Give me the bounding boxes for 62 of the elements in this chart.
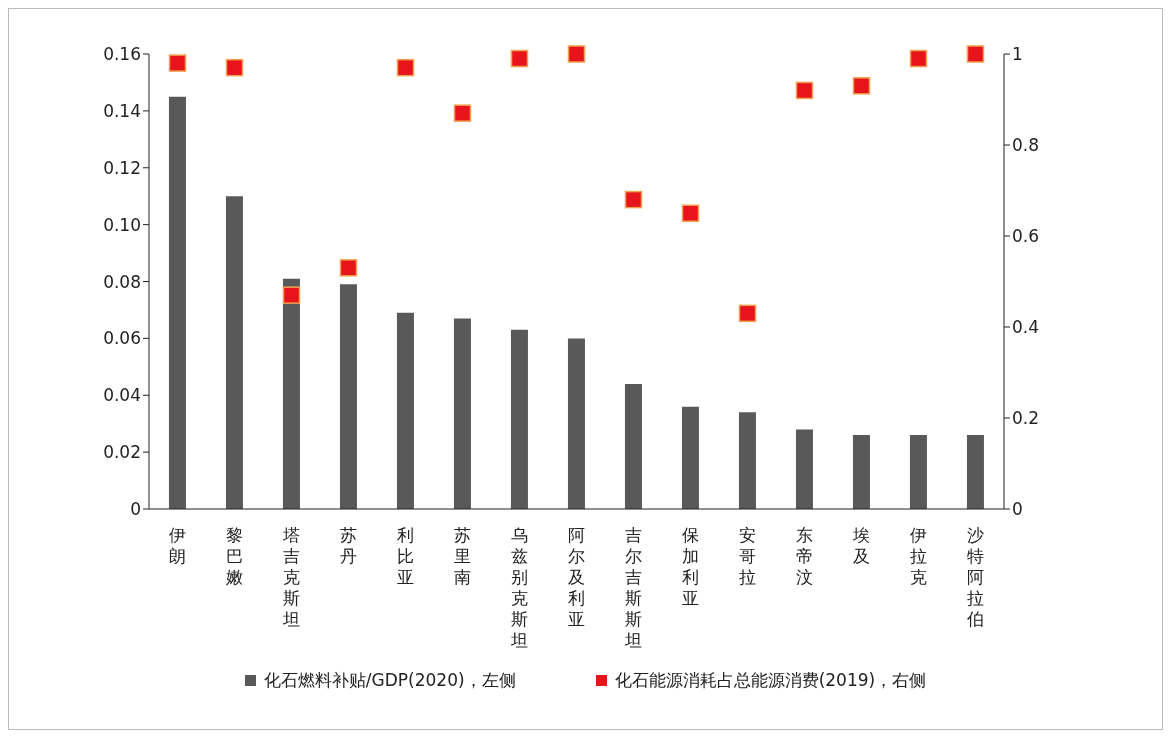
point [396,58,415,77]
bar [624,383,642,509]
x-tick-label: 沙特阿拉伯 [966,525,984,629]
x-tick-label: 吉尔吉斯斯坦 [624,525,642,650]
x-tick-label: 保加利亚 [682,525,699,608]
y2-tick-label: 0.8 [1012,135,1040,156]
point [453,104,472,122]
point [282,286,301,304]
x-tick-label: 伊拉克 [910,525,927,587]
point [909,49,928,68]
x-tick-label: 安哥拉 [739,525,756,587]
bar [168,96,186,509]
x-tick-label: 苏丹 [340,525,357,566]
bar [567,338,585,509]
y-tick-label: 0.12 [103,157,141,178]
y-tick-label: 0.06 [103,328,141,349]
x-tick-label: 塔吉克斯坦 [282,525,300,629]
x-tick-label: 乌兹别克斯坦 [510,525,528,650]
bar [966,435,984,509]
bar [510,329,528,509]
bar [909,435,927,509]
bar [282,278,300,509]
y-tick-label: 0.10 [103,214,141,235]
point [852,77,871,95]
bar [852,435,870,509]
bar [396,312,414,509]
point [339,259,358,277]
legend-label: 化石能源消耗占总能源消费(2019)，右侧 [614,669,927,692]
bar [453,318,471,509]
y2-tick-label: 0.4 [1012,317,1040,338]
y-tick-label: 0.08 [103,271,141,292]
point [795,81,814,100]
bar [339,284,357,509]
x-tick-label: 黎巴嫩 [226,525,243,587]
point [966,45,985,63]
point [738,304,757,323]
y-tick-label: 0.02 [103,442,141,463]
bar [225,196,243,509]
y2-tick-label: 0 [1012,499,1023,520]
point [225,58,244,77]
point [624,190,643,209]
point [168,54,187,72]
point [681,204,700,222]
y-tick-label: 0.14 [103,100,141,121]
x-tick-label: 利比亚 [397,525,414,587]
x-tick-label: 东帝汶 [796,525,813,587]
y2-tick-label: 0.6 [1012,226,1040,247]
y-tick-label: 0.16 [103,44,141,65]
bar [681,406,699,509]
x-tick-label: 阿尔及利亚 [568,525,585,629]
y-tick-label: 0.04 [103,385,141,406]
x-tick-label: 埃及 [852,525,870,566]
y2-tick-label: 1 [1012,44,1023,65]
y-tick-label: 0 [130,499,141,520]
legend-label: 化石燃料补贴/GDP(2020)，左侧 [263,669,516,692]
bar [738,412,756,509]
point [510,49,529,68]
x-tick-label: 苏里南 [454,525,471,587]
point [567,45,586,63]
x-tick-label: 伊朗 [169,525,186,566]
bar [795,429,813,509]
y2-tick-label: 0.2 [1012,408,1040,429]
